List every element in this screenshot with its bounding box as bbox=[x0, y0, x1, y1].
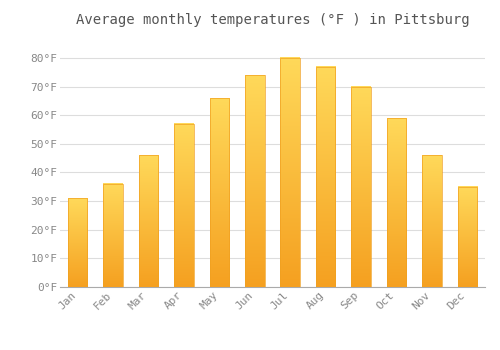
Bar bbox=[458, 187, 477, 287]
Bar bbox=[280, 58, 300, 287]
Bar bbox=[386, 118, 406, 287]
Title: Average monthly temperatures (°F ) in Pittsburg: Average monthly temperatures (°F ) in Pi… bbox=[76, 13, 469, 27]
Bar bbox=[68, 198, 87, 287]
Bar bbox=[352, 86, 371, 287]
Bar bbox=[316, 66, 336, 287]
Bar bbox=[210, 98, 229, 287]
Bar bbox=[174, 124, 194, 287]
Bar bbox=[422, 155, 442, 287]
Bar bbox=[104, 184, 123, 287]
Bar bbox=[245, 75, 264, 287]
Bar bbox=[139, 155, 158, 287]
